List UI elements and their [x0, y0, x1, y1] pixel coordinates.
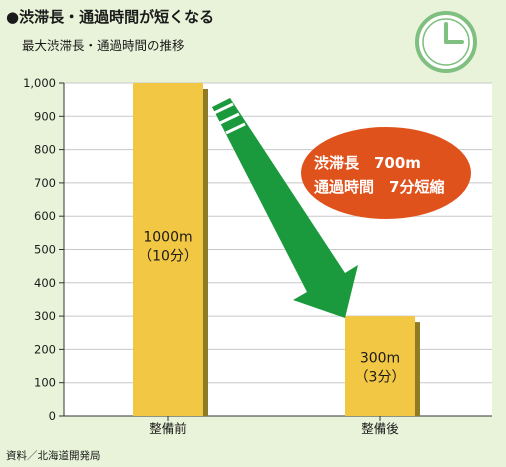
chart-title: ●渋滞長・通過時間が短くなる	[6, 8, 215, 26]
y-tick-label: 600	[34, 209, 56, 223]
y-tick-label: 300	[34, 309, 56, 323]
y-tick-label: 1,000	[23, 76, 56, 90]
bar-shadow	[415, 322, 420, 416]
clock-icon	[415, 11, 477, 73]
y-tick-label: 900	[34, 109, 56, 123]
y-tick-label: 500	[34, 243, 56, 257]
y-tick-label: 400	[34, 276, 56, 290]
bar-shadow	[203, 89, 208, 416]
x-tick-label: 整備後	[361, 421, 399, 436]
y-tick-label: 700	[34, 176, 56, 190]
y-tick-label: 0	[49, 409, 56, 423]
y-tick-label: 100	[34, 376, 56, 390]
callout-line-2: 通過時間 7分短縮	[314, 178, 444, 196]
bar-data-label: 1000m	[143, 230, 192, 246]
bar	[133, 83, 203, 416]
bar	[345, 316, 415, 416]
x-tick-label: 整備前	[149, 421, 187, 436]
y-tick-label: 200	[34, 342, 56, 356]
source-note: 資料／北海道開発局	[6, 450, 101, 462]
callout-line-1: 渋滞長 700m	[314, 154, 421, 172]
bar-data-label: （3分）	[355, 370, 406, 386]
bar-data-label: 300m	[360, 351, 400, 367]
reduction-callout: 渋滞長 700m 通過時間 7分短縮	[301, 127, 471, 219]
bar-data-label: （10分）	[138, 249, 198, 265]
y-tick-label: 800	[34, 143, 56, 157]
chart-subtitle: 最大渋滞長・通過時間の推移	[22, 38, 185, 53]
reduction-arrow	[212, 98, 358, 318]
